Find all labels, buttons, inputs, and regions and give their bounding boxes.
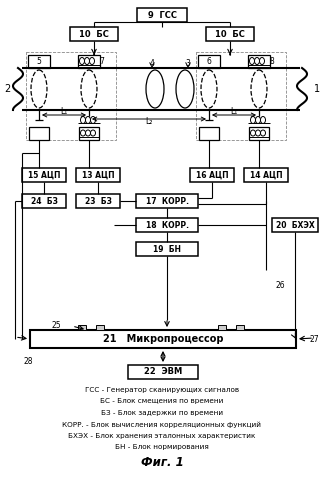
Text: 28: 28	[23, 357, 33, 366]
Text: БС - Блок смещения по времени: БС - Блок смещения по времени	[100, 399, 224, 405]
Ellipse shape	[146, 70, 164, 108]
Bar	[244, 168, 288, 182]
Ellipse shape	[260, 57, 264, 64]
Text: 15 АЦП: 15 АЦП	[28, 171, 60, 180]
Bar	[198, 55, 220, 68]
Bar	[76, 194, 120, 208]
Text: Фиг. 1: Фиг. 1	[141, 456, 183, 469]
Ellipse shape	[86, 130, 90, 136]
Ellipse shape	[251, 70, 267, 108]
Bar	[196, 52, 286, 140]
Text: L₁: L₁	[60, 106, 68, 115]
Ellipse shape	[250, 116, 256, 123]
Bar	[136, 194, 198, 208]
Text: 13 АЦП: 13 АЦП	[82, 171, 114, 180]
Ellipse shape	[250, 130, 256, 136]
Text: КОРР. - Блок вычисления корреляционных функций: КОРР. - Блок вычисления корреляционных ф…	[63, 421, 261, 428]
Text: 5: 5	[37, 56, 41, 65]
Text: 27: 27	[309, 335, 319, 344]
Text: 18  КОРР.: 18 КОРР.	[145, 221, 189, 230]
Bar	[96, 325, 104, 330]
Text: 24  БЗ: 24 БЗ	[30, 197, 57, 206]
Text: 26: 26	[275, 280, 285, 289]
Ellipse shape	[254, 57, 260, 64]
Text: 1: 1	[314, 84, 320, 94]
Text: 9  ГСС: 9 ГСС	[147, 10, 177, 19]
Ellipse shape	[260, 130, 265, 136]
Bar	[136, 218, 198, 232]
Bar	[78, 325, 86, 330]
Text: 21   Микропроцессор: 21 Микропроцессор	[103, 334, 223, 344]
Text: ГСС - Генератор сканирующих сигналов: ГСС - Генератор сканирующих сигналов	[85, 387, 239, 393]
Ellipse shape	[249, 57, 254, 64]
Bar	[78, 55, 100, 68]
Text: 23  БЗ: 23 БЗ	[85, 197, 111, 206]
Text: 20  БХЭХ: 20 БХЭХ	[276, 221, 314, 230]
Bar	[70, 27, 118, 41]
Ellipse shape	[90, 116, 96, 123]
Bar	[218, 325, 226, 330]
Text: 3: 3	[186, 58, 191, 67]
Bar	[22, 168, 66, 182]
Ellipse shape	[85, 57, 89, 64]
Bar	[137, 8, 187, 22]
Bar	[249, 127, 269, 140]
Ellipse shape	[80, 116, 86, 123]
Bar	[30, 330, 296, 348]
Text: 22  ЭВМ: 22 ЭВМ	[144, 367, 182, 377]
Ellipse shape	[81, 70, 97, 108]
Bar	[206, 27, 254, 41]
Text: 17  КОРР.: 17 КОРР.	[145, 197, 189, 206]
Text: 16 АЦП: 16 АЦП	[196, 171, 228, 180]
Ellipse shape	[89, 57, 95, 64]
Bar	[29, 127, 49, 140]
Ellipse shape	[176, 70, 194, 108]
Text: 6: 6	[207, 56, 212, 65]
Text: БХЭХ - Блок хранения эталонных характеристик: БХЭХ - Блок хранения эталонных характери…	[68, 433, 256, 439]
Text: 4: 4	[150, 58, 155, 67]
Text: 8: 8	[269, 56, 274, 65]
Bar	[79, 127, 99, 140]
Bar	[22, 194, 66, 208]
Text: БЗ - Блок задержки по времени: БЗ - Блок задержки по времени	[101, 410, 223, 416]
Text: 10  БС: 10 БС	[79, 29, 109, 38]
Text: L₁: L₁	[230, 106, 237, 115]
Bar	[190, 168, 234, 182]
Bar	[248, 55, 270, 68]
Ellipse shape	[90, 130, 96, 136]
Ellipse shape	[260, 116, 265, 123]
Bar	[199, 127, 219, 140]
Ellipse shape	[201, 70, 217, 108]
Ellipse shape	[256, 116, 260, 123]
Bar	[128, 365, 198, 379]
Text: 14 АЦП: 14 АЦП	[250, 171, 282, 180]
Bar	[272, 218, 318, 232]
Text: 19  БН: 19 БН	[153, 245, 181, 253]
Bar	[26, 52, 116, 140]
Bar	[236, 325, 244, 330]
Text: 7: 7	[99, 56, 104, 65]
Ellipse shape	[79, 57, 85, 64]
Text: 2: 2	[4, 84, 10, 94]
Ellipse shape	[256, 130, 260, 136]
Text: 25: 25	[51, 321, 61, 330]
Text: L₂: L₂	[145, 116, 153, 126]
Text: БН - Блок нормирования: БН - Блок нормирования	[115, 445, 209, 451]
Bar	[76, 168, 120, 182]
Ellipse shape	[80, 130, 86, 136]
Ellipse shape	[86, 116, 90, 123]
Ellipse shape	[31, 70, 47, 108]
Text: 10  БС: 10 БС	[215, 29, 245, 38]
Bar	[28, 55, 50, 68]
Bar	[136, 242, 198, 256]
